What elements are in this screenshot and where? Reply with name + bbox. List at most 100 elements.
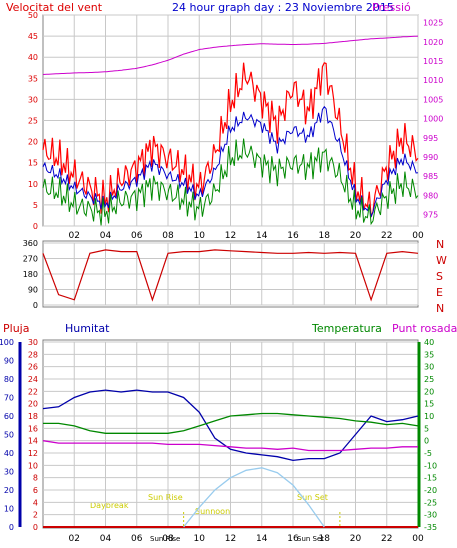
temperature-tick-label: -5 (424, 449, 432, 458)
thermo-x-tick-label: 12 (225, 534, 236, 544)
compass-letter-e: E (436, 286, 443, 299)
pressure-tick-label: 1015 (423, 57, 443, 66)
thermo-x-tick-label: 04 (100, 534, 112, 544)
rain-tick-label: 6 (33, 486, 38, 495)
temperature-tick-label: -10 (424, 461, 437, 470)
series-line-sun (183, 467, 325, 528)
compass-letter-n-top: N (436, 238, 444, 251)
wind-speed-legend: Velocitat del vent (6, 1, 103, 14)
temperature-tick-label: 25 (424, 375, 434, 384)
rain-tick-label: 2 (33, 511, 38, 520)
temperature-tick-label: -20 (424, 486, 437, 495)
humidity-tick-label: 90 (4, 357, 14, 366)
thermo-x-tick-label: 08 (162, 534, 174, 544)
rain-tick-label: 24 (28, 375, 38, 384)
wind-tick-label: 0 (33, 222, 38, 231)
humidity-tick-label: 70 (4, 394, 14, 403)
rain-tick-label: 8 (33, 474, 38, 483)
pressure-tick-label: 995 (423, 134, 438, 143)
rain-tick-label: 18 (28, 412, 38, 421)
rain-tick-label: 20 (28, 400, 38, 409)
thermo-x-tick-label: 20 (350, 534, 362, 544)
humidity-legend: Humitat (65, 322, 110, 335)
humidity-tick-label: 60 (4, 412, 14, 421)
temperature-tick-label: 10 (424, 412, 434, 421)
rain-tick-label: 12 (28, 449, 38, 458)
direction-line (42, 249, 419, 302)
series-line-temperatura (43, 412, 419, 434)
dewpoint-legend: Punt rosada (392, 322, 457, 335)
humidity-tick-label: 80 (4, 375, 14, 384)
wind-x-tick-label: 06 (131, 231, 143, 241)
humidity-tick-label: 100 (0, 338, 14, 347)
rain-tick-label: 26 (28, 363, 38, 372)
wind-tick-label: 10 (28, 180, 38, 189)
pressure-tick-label: 975 (423, 210, 438, 219)
direction-tick-label: 360 (23, 239, 38, 248)
rain-tick-label: 4 (33, 498, 38, 507)
series-line-average (42, 105, 419, 219)
wind-x-tick-label: 18 (319, 231, 331, 241)
rain-tick-label: 22 (28, 387, 38, 396)
pressure-tick-label: 1000 (423, 115, 443, 124)
daybreak-label: Daybreak (90, 501, 129, 510)
wind-x-tick-label: 04 (100, 231, 112, 241)
sunset-time-label: Sun Set (297, 535, 324, 543)
temperature-tick-label: 35 (424, 350, 434, 359)
temperature-tick-label: -25 (424, 498, 437, 507)
temperature-tick-label: -15 (424, 474, 437, 483)
wind-tick-label: 25 (28, 117, 38, 126)
wind-x-tick-label: 20 (350, 231, 362, 241)
temperature-legend: Temperatura (311, 322, 382, 335)
humidity-tick-label: 50 (4, 431, 14, 440)
humidity-tick-label: 30 (4, 468, 14, 477)
thermo-x-tick-label: 16 (287, 534, 299, 544)
wind-tick-label: 15 (28, 159, 38, 168)
series-line-gust (42, 62, 419, 218)
temperature-tick-label: 20 (424, 387, 434, 396)
pressure-legend: Pressió (372, 1, 411, 14)
wind-tick-label: 20 (28, 138, 38, 147)
thermo-x-tick-label: 18 (319, 534, 331, 544)
temperature-tick-label: -35 (424, 523, 437, 532)
rain-tick-label: 30 (28, 338, 38, 347)
series-line-pressi (42, 35, 419, 75)
humidity-tick-label: 10 (4, 505, 14, 514)
wind-tick-label: 50 (28, 11, 38, 20)
compass-letter-n-bottom: N (436, 302, 444, 315)
pressure-tick-label: 990 (423, 153, 438, 162)
pressure-tick-label: 1025 (423, 19, 443, 28)
wind-x-tick-label: 08 (162, 231, 174, 241)
temperature-tick-label: -30 (424, 511, 437, 520)
pressure-tick-label: 1020 (423, 38, 443, 47)
thermo-x-tick-label: 02 (69, 534, 80, 544)
wind-x-tick-label: 16 (287, 231, 299, 241)
direction-tick-label: 90 (28, 286, 38, 295)
thermo-x-tick-label: 00 (412, 534, 424, 544)
thermo-x-tick-label: 22 (381, 534, 392, 544)
wind-tick-label: 5 (33, 201, 38, 210)
sunnoon-label: Sunnoon (195, 507, 230, 516)
wind-tick-label: 35 (28, 74, 38, 83)
series-line-humitat (42, 389, 419, 462)
temperature-tick-label: 30 (424, 363, 434, 372)
wind-x-tick-label: 12 (225, 231, 236, 241)
wind-x-tick-label: 02 (69, 231, 80, 241)
compass-letter-w: W (436, 254, 447, 267)
compass-letter-s: S (436, 270, 443, 283)
sunrise-time-label: Sun Rise (150, 535, 180, 543)
wind-tick-label: 45 (28, 32, 38, 41)
pressure-tick-label: 980 (423, 191, 438, 200)
wind-x-tick-label: 14 (256, 231, 268, 241)
temperature-tick-label: 40 (424, 338, 434, 347)
temperature-tick-label: 5 (424, 424, 429, 433)
wind-x-tick-label: 10 (194, 231, 206, 241)
direction-tick-label: 270 (23, 255, 38, 264)
sunrise-label: Sun Rise (148, 493, 183, 502)
humidity-tick-label: 40 (4, 449, 14, 458)
pressure-tick-label: 1010 (423, 76, 443, 85)
wind-tick-label: 30 (28, 95, 38, 104)
thermo-x-tick-label: 06 (131, 534, 143, 544)
